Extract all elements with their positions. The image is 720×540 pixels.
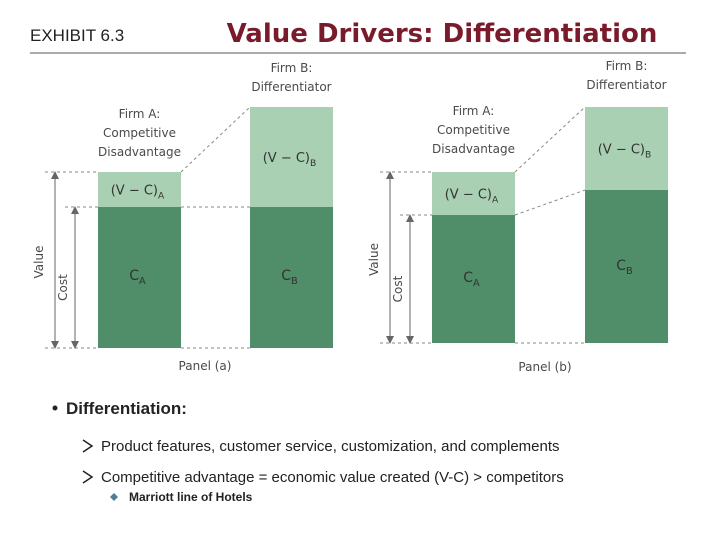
label-main: C bbox=[463, 270, 473, 286]
margin-block bbox=[250, 107, 333, 207]
margin-label: (V − C)A bbox=[445, 188, 499, 206]
label-main: C bbox=[281, 268, 291, 284]
label-sub: A bbox=[139, 276, 146, 287]
cost-block bbox=[98, 207, 181, 348]
margin-label: (V − C)B bbox=[263, 151, 317, 169]
firm-label: Competitive bbox=[103, 126, 176, 140]
arrow-marker bbox=[82, 439, 94, 453]
cost-block bbox=[585, 190, 668, 343]
label-main: (V − C) bbox=[598, 143, 645, 158]
firm-label: Disadvantage bbox=[98, 145, 181, 159]
panel-label: Panel (a) bbox=[179, 359, 232, 373]
cost-axis-label: Cost bbox=[391, 275, 405, 302]
margin-label: (V − C)A bbox=[111, 184, 165, 202]
title: Value Drivers: Differentiation bbox=[227, 19, 658, 49]
cost-block bbox=[432, 215, 515, 343]
label-main: (V − C) bbox=[445, 188, 492, 203]
label-main: C bbox=[129, 268, 139, 284]
label-sub: A bbox=[492, 196, 499, 206]
bullets: Differentiation: Product features, custo… bbox=[52, 399, 564, 504]
margin-label: (V − C)B bbox=[598, 143, 652, 161]
bullet-dot bbox=[52, 405, 58, 411]
firm-label: Firm A: bbox=[453, 104, 495, 118]
label-sub: B bbox=[291, 276, 298, 287]
label-sub: B bbox=[626, 266, 633, 277]
panel-label: Panel (b) bbox=[518, 360, 571, 374]
guide bbox=[180, 106, 251, 173]
exhibit: EXHIBIT 6.3 bbox=[30, 26, 124, 45]
label-main: C bbox=[616, 258, 626, 274]
cost-block bbox=[250, 207, 333, 348]
firm-label: Competitive bbox=[437, 123, 510, 137]
label-main: (V − C) bbox=[111, 184, 158, 199]
label-main: (V − C) bbox=[263, 151, 310, 166]
cost-label: CB bbox=[616, 258, 633, 277]
label-sub: B bbox=[645, 151, 651, 161]
diamond-marker bbox=[110, 493, 118, 501]
firm-label: Firm B: bbox=[606, 59, 648, 73]
bullet-main: Differentiation: bbox=[66, 399, 187, 418]
arrow-marker bbox=[82, 470, 94, 484]
firm-label: Disadvantage bbox=[432, 142, 515, 156]
bullet-item: Product features, customer service, cust… bbox=[101, 438, 560, 455]
margin-block bbox=[98, 172, 181, 207]
cost-axis-label: Cost bbox=[56, 274, 70, 301]
label-sub: A bbox=[473, 278, 480, 289]
guide bbox=[514, 106, 586, 173]
margin-block bbox=[585, 107, 668, 190]
label-sub: B bbox=[310, 159, 316, 169]
bullet-item: Competitive advantage = economic value c… bbox=[101, 469, 564, 486]
cost-label: CB bbox=[281, 268, 298, 287]
cost-label: CA bbox=[463, 270, 480, 289]
firm-label: Differentiator bbox=[586, 78, 666, 92]
firm-label: Firm B: bbox=[271, 61, 313, 75]
guide bbox=[514, 189, 586, 216]
value-axis-label: Value bbox=[32, 246, 46, 279]
margin-block bbox=[432, 172, 515, 215]
diagrams: Value Cost Firm A: Competitive Disadvantage (… bbox=[32, 59, 668, 374]
sub-item: Marriott line of Hotels bbox=[129, 490, 253, 504]
label-sub: A bbox=[158, 192, 165, 202]
cost-label: CA bbox=[129, 268, 146, 287]
firm-label: Differentiator bbox=[251, 80, 331, 94]
firm-label: Firm A: bbox=[119, 107, 161, 121]
value-axis-label: Value bbox=[367, 243, 381, 276]
